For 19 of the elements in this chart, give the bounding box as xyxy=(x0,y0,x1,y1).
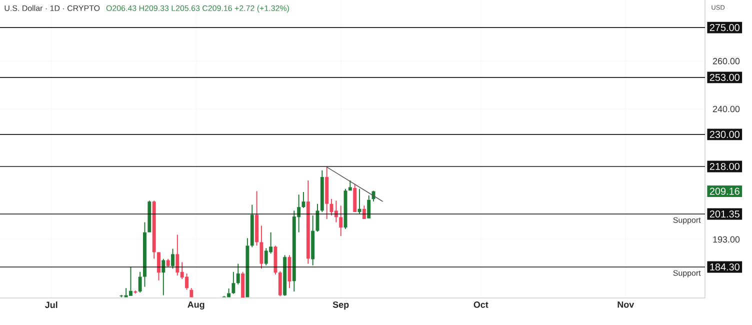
candlestick xyxy=(148,200,152,232)
x-tick-label: Aug xyxy=(188,301,204,310)
ref-line-label: 253.00 xyxy=(710,74,740,81)
x-tick-label: Sep xyxy=(332,301,349,310)
x-tick-label: Nov xyxy=(618,301,634,308)
x-tick-label: Oct xyxy=(474,301,488,308)
candlestick xyxy=(190,288,194,298)
ref-line-label: 275.00 xyxy=(710,24,740,32)
ref-line-label: 184.30 xyxy=(710,263,740,271)
y-tick-label: 260.00 xyxy=(712,58,740,64)
y-tick-label: 240.00 xyxy=(712,106,740,112)
candlestick xyxy=(367,194,371,218)
x-tick-label: Jul xyxy=(45,301,58,308)
ref-line-label: 230.00 xyxy=(710,130,740,138)
candlestick xyxy=(246,238,250,298)
y-tick-label: 193.00 xyxy=(713,236,740,243)
text: 209.16 xyxy=(710,188,740,195)
ref-line-label: 201.35 xyxy=(710,210,740,218)
ref-line-label: 218.00 xyxy=(710,162,740,170)
